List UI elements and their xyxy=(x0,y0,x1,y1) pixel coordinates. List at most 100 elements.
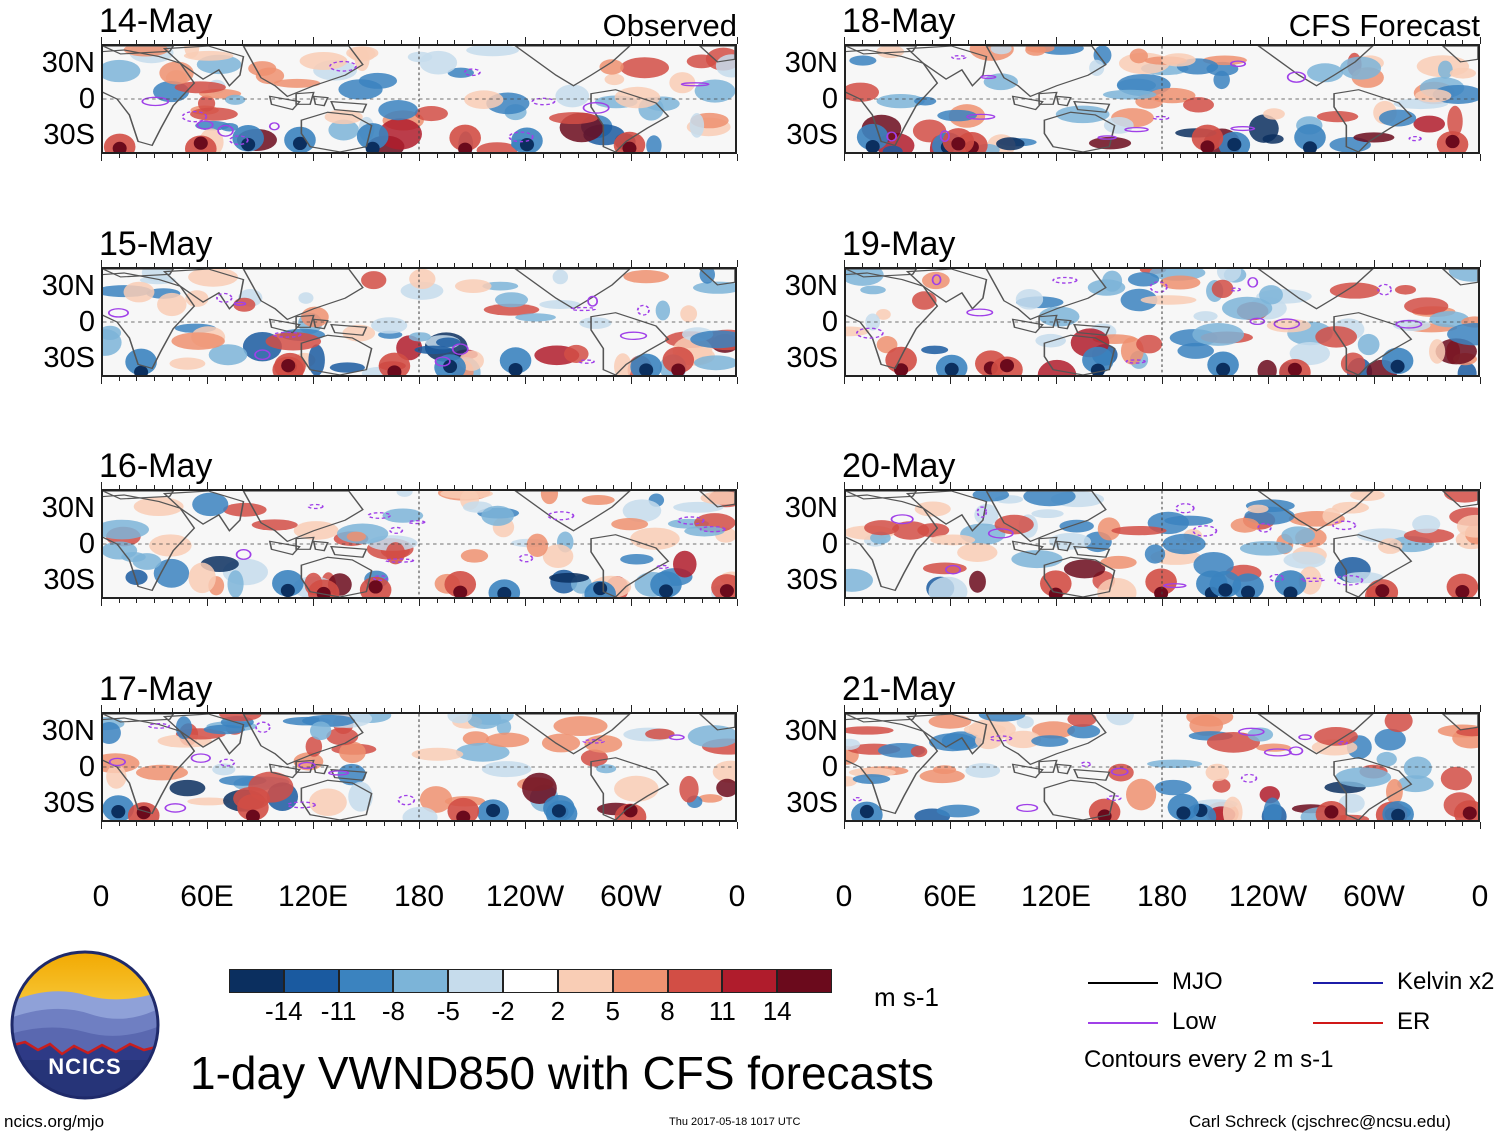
wind-cell xyxy=(1206,732,1260,753)
wind-cell xyxy=(1448,269,1478,282)
wind-cell xyxy=(1449,67,1477,79)
x-tick-mark xyxy=(1091,40,1093,44)
wind-cell xyxy=(846,738,861,750)
x-tick-mark xyxy=(648,154,650,158)
x-tick-mark xyxy=(701,377,703,381)
wind-cell xyxy=(620,57,669,79)
coastline xyxy=(268,763,301,779)
x-tick-mark xyxy=(401,708,403,712)
footer-url[interactable]: ncics.org/mjo xyxy=(4,1112,105,1131)
wind-cell xyxy=(187,797,231,806)
x-tick-mark xyxy=(578,822,579,826)
footer-credit: Carl Schreck (cjschrec@ncsu.edu) xyxy=(1189,1112,1451,1131)
low-contour xyxy=(1052,276,1078,284)
x-tick-mark xyxy=(383,40,385,44)
wind-cell-strong xyxy=(499,347,532,374)
low-contour xyxy=(668,734,685,741)
x-tick-mark xyxy=(295,708,297,712)
x-tick-mark xyxy=(1356,377,1358,381)
wind-cell xyxy=(1314,726,1358,746)
panel-date-title: 21-May xyxy=(842,670,956,708)
x-tick-mark xyxy=(1144,708,1146,712)
x-tick-mark xyxy=(1197,822,1199,826)
x-tick-mark xyxy=(330,708,332,712)
coastline xyxy=(1043,556,1116,597)
x-tick-mark xyxy=(879,154,881,158)
x-tick-mark xyxy=(1144,40,1146,44)
wind-cell xyxy=(700,491,735,505)
wind-cell xyxy=(965,763,1001,778)
x-tick-mark xyxy=(950,154,951,161)
x-tick-mark xyxy=(1268,599,1269,606)
x-tick-mark xyxy=(684,263,685,267)
wind-cell-strong xyxy=(444,571,477,597)
wind-cell xyxy=(1108,763,1134,782)
x-tick-mark xyxy=(295,40,297,44)
x-tick-mark xyxy=(932,377,934,381)
x-tick-mark xyxy=(1427,822,1428,826)
panel-date-title: 16-May xyxy=(99,447,213,485)
wind-cell xyxy=(227,570,244,597)
x-tick-mark xyxy=(260,599,261,603)
wind-cell xyxy=(614,775,659,802)
wind-cell xyxy=(123,281,155,303)
x-tick-mark xyxy=(366,263,367,267)
wind-core xyxy=(193,136,208,150)
wind-core xyxy=(658,584,674,597)
x-tick-mark xyxy=(171,377,173,381)
x-tick-mark xyxy=(684,599,685,603)
x-tick-mark xyxy=(1056,599,1057,606)
wind-cell xyxy=(464,90,504,109)
map-field xyxy=(103,714,735,820)
x-tick-label: 120E xyxy=(1020,880,1092,913)
x-tick-mark xyxy=(914,708,916,712)
low-contour xyxy=(531,97,556,106)
x-tick-mark xyxy=(1356,154,1358,158)
wind-cell xyxy=(1283,551,1326,569)
wind-cell xyxy=(846,568,874,592)
colorbar-tick-label: -11 xyxy=(320,996,357,1026)
x-tick-mark xyxy=(1321,263,1322,267)
map-panel xyxy=(101,489,737,599)
x-tick-mark xyxy=(154,822,155,826)
x-tick-mark xyxy=(666,708,668,712)
wind-cell xyxy=(133,496,184,517)
x-tick-mark xyxy=(454,377,456,381)
x-tick-mark xyxy=(1409,822,1411,826)
x-tick-mark xyxy=(967,40,969,44)
coastline xyxy=(1038,759,1058,773)
wind-cell xyxy=(969,570,986,593)
x-tick-mark xyxy=(932,263,934,267)
x-tick-mark xyxy=(879,377,881,381)
x-tick-mark xyxy=(1250,599,1252,603)
wind-anomaly-field xyxy=(846,714,1478,820)
wind-cell xyxy=(149,534,192,557)
x-tick-mark xyxy=(1374,599,1375,606)
colorbar-swatch xyxy=(777,969,832,993)
y-tick-label: 30N xyxy=(784,491,838,524)
wind-core xyxy=(1154,586,1169,597)
colorbar-swatch xyxy=(393,969,449,993)
x-tick-mark xyxy=(1338,263,1340,267)
x-tick-mark xyxy=(1480,377,1481,384)
coastline xyxy=(905,714,988,755)
wind-cell xyxy=(1183,97,1214,113)
wind-cell xyxy=(579,317,612,329)
wind-cell xyxy=(1059,519,1094,533)
x-tick-mark xyxy=(189,377,191,381)
x-tick-label: 0 xyxy=(92,880,110,913)
wind-cell xyxy=(522,772,557,804)
wind-cell xyxy=(1357,333,1380,356)
x-tick-mark xyxy=(1197,485,1199,489)
wind-core xyxy=(859,804,874,819)
x-tick-mark xyxy=(879,263,881,267)
coastline xyxy=(846,46,918,55)
wind-cell xyxy=(1100,555,1137,569)
x-tick-mark xyxy=(1444,822,1446,826)
x-tick-mark xyxy=(1162,260,1163,267)
wind-cell xyxy=(169,779,206,797)
x-tick-mark xyxy=(1480,599,1481,606)
x-tick-mark xyxy=(366,599,367,603)
x-tick-mark xyxy=(189,708,191,712)
colorbar-swatch xyxy=(667,969,723,993)
